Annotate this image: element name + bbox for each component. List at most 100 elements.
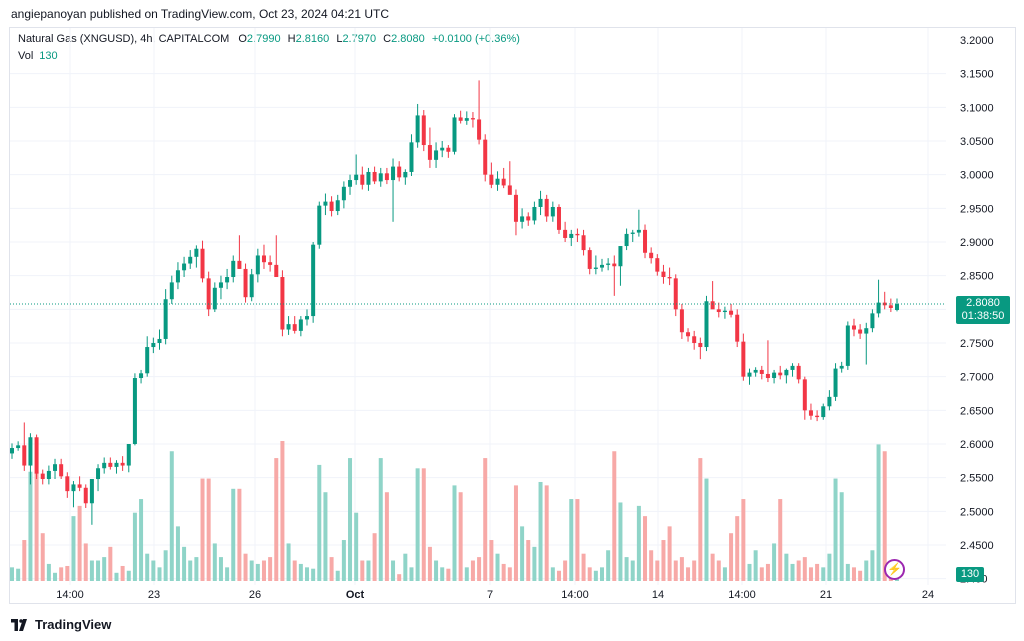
candle-body [53, 464, 58, 471]
volume-bar [575, 499, 580, 581]
volume-bar [391, 560, 396, 581]
volume-bar [440, 567, 445, 581]
candle-body [427, 145, 432, 160]
volume-bar [636, 505, 641, 581]
candle-body [483, 139, 488, 175]
last-price-value: 2.8080 [966, 297, 1000, 309]
volume-bar [354, 512, 359, 581]
volume-tag: 130 [956, 567, 984, 582]
candle-body [311, 244, 316, 317]
volume-bar [335, 570, 340, 581]
volume-bar [587, 567, 592, 581]
volume-bar [495, 553, 500, 581]
candle-body [569, 233, 574, 238]
candle-body [157, 338, 162, 343]
footer-brand[interactable]: TradingView [35, 617, 112, 632]
x-tick-label: 14 [652, 589, 664, 601]
volume-bar [372, 533, 377, 581]
volume-bar [759, 567, 764, 581]
volume-bar [421, 468, 426, 581]
volume-bar [729, 533, 734, 581]
candle-body [716, 309, 721, 313]
volume-bar [120, 565, 125, 581]
volume-bar [673, 560, 678, 581]
volume-bar [643, 516, 648, 581]
y-tick-label: 3.1000 [960, 102, 994, 114]
candle-body [200, 248, 205, 279]
candle-body [225, 277, 230, 283]
candle-body [268, 262, 273, 265]
volume-bar [513, 485, 518, 581]
candle-body [833, 368, 838, 397]
volume-bar [851, 567, 856, 581]
volume-bar [59, 567, 64, 581]
candle-body [323, 201, 328, 206]
y-tick-label: 2.7500 [960, 338, 994, 350]
volume-bar [735, 516, 740, 581]
candle-body [618, 246, 623, 267]
candle-body [839, 365, 844, 369]
x-tick-label: 24 [922, 589, 934, 601]
volume-bar [231, 488, 236, 581]
volume-bar [538, 481, 543, 581]
candle-body [163, 299, 168, 339]
volume-bar [704, 478, 709, 581]
candle-body [808, 410, 813, 416]
candle-body [452, 117, 457, 152]
volume-bar [489, 540, 494, 581]
volume-bar [16, 568, 21, 581]
candle-body [59, 464, 64, 477]
volume-bar [778, 499, 783, 581]
y-tick-label: 3.1500 [960, 69, 994, 81]
candle-body [630, 232, 635, 234]
volume-bar [821, 567, 826, 581]
volume-bar [747, 563, 752, 581]
volume-bar [268, 557, 273, 581]
volume-bar [882, 451, 887, 581]
volume-bar [606, 550, 611, 581]
candle-body [593, 267, 598, 269]
candle-body [360, 174, 365, 185]
candle-body [341, 186, 346, 201]
volume-bar [870, 550, 875, 581]
chart-frame [9, 27, 1016, 604]
candle-body [513, 194, 518, 222]
volume-bar [612, 451, 617, 581]
volume-bar [305, 567, 309, 581]
candle-body [692, 336, 697, 343]
candle-body [194, 248, 199, 257]
y-tick-label: 2.9500 [960, 203, 994, 215]
candle-body [151, 343, 156, 348]
candle-body [520, 216, 525, 222]
volume-bar [22, 540, 27, 581]
candle-body [397, 166, 402, 178]
volume-label[interactable]: Vol [18, 50, 34, 62]
candle-body [46, 470, 51, 480]
candle-body [464, 118, 469, 121]
volume-bar [477, 557, 482, 581]
candle-body [169, 282, 174, 300]
candle-body [378, 173, 383, 182]
candle-body [139, 373, 144, 379]
volume-bar [194, 557, 199, 581]
instrument-label[interactable]: Natural Gas (XNGUSD), 4h, CAPITALCOM [18, 33, 230, 45]
volume-bar [470, 560, 475, 581]
candle-body [888, 305, 893, 308]
candle-body [704, 301, 709, 348]
lightning-icon[interactable]: ⚡ [884, 559, 905, 580]
candle-body [255, 255, 260, 275]
volume-bar [808, 567, 813, 581]
volume-bar [249, 560, 254, 581]
volume-bar [716, 560, 721, 581]
volume-bar [132, 512, 137, 581]
volume-bar [618, 502, 623, 581]
volume-bar [77, 505, 82, 581]
candle-body [477, 119, 482, 140]
volume-bar [833, 478, 838, 581]
volume-bar [520, 526, 525, 581]
candle-body [218, 282, 223, 288]
candle-body [145, 347, 150, 374]
volume-bar [261, 560, 266, 581]
volume-bar [145, 553, 150, 581]
